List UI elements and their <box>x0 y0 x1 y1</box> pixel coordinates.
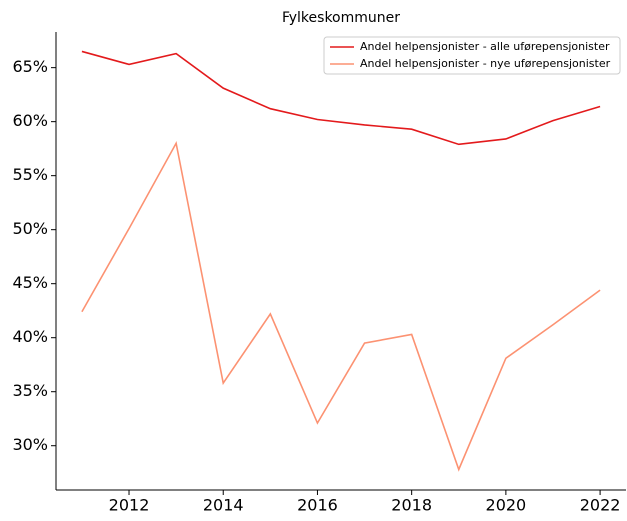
x-tick-label: 2022 <box>580 496 621 515</box>
x-tick-label: 2012 <box>109 496 150 515</box>
y-tick-label: 45% <box>12 273 48 292</box>
y-tick-label: 55% <box>12 165 48 184</box>
y-tick-label: 65% <box>12 57 48 76</box>
chart-title: Fylkeskommuner <box>282 10 400 26</box>
line <box>81 140 601 472</box>
y-tick-label: 30% <box>12 435 48 454</box>
y-tick-label: 50% <box>12 219 48 238</box>
line <box>81 50 601 146</box>
x-tick-label: 2018 <box>391 496 432 515</box>
legend-label: Andel helpensjonister - alle uførepensjo… <box>360 40 610 53</box>
x-tick-label: 2014 <box>203 496 244 515</box>
x-tick-label: 2016 <box>297 496 338 515</box>
legend-label: Andel helpensjonister - nye uførepensjon… <box>360 57 611 70</box>
x-tick-label: 2020 <box>486 496 527 515</box>
legend-box <box>323 36 621 75</box>
y-tick-label: 40% <box>12 327 48 346</box>
y-tick-label: 35% <box>12 381 48 400</box>
y-tick-label: 60% <box>12 111 48 130</box>
